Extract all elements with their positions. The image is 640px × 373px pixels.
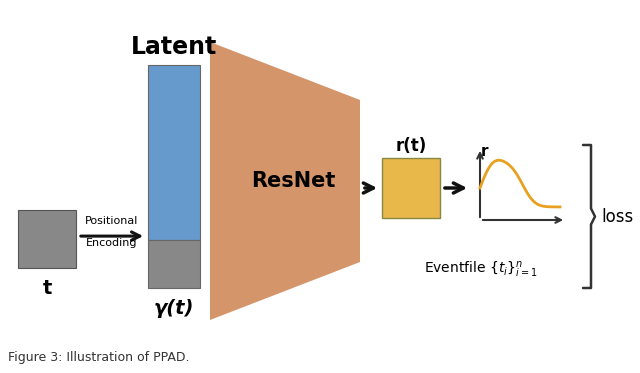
Text: Encoding: Encoding [86,238,138,248]
Text: γ(t): γ(t) [154,298,194,317]
Bar [148,65,200,240]
Text: ResNet: ResNet [251,171,335,191]
Polygon shape [210,42,360,320]
Bar [148,240,200,288]
Text: r(t): r(t) [396,137,427,155]
Text: r: r [481,144,488,159]
Text: Positional: Positional [85,216,139,226]
Bar [18,210,76,268]
Bar [382,158,440,218]
Text: Latent: Latent [131,35,217,59]
Text: Figure 3: Illustration of PPAD.: Figure 3: Illustration of PPAD. [8,351,189,364]
Text: t: t [42,279,52,298]
Text: loss: loss [601,207,633,226]
Text: Eventfile $\{t_i\}^n_{i=1}$: Eventfile $\{t_i\}^n_{i=1}$ [424,260,538,280]
